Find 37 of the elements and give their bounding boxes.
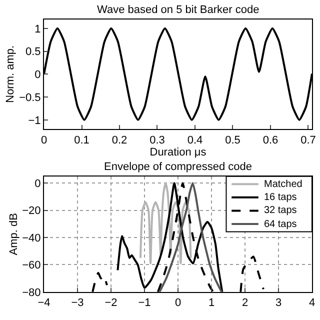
chart-title: Envelope of compressed code bbox=[104, 161, 252, 173]
y-tick-label: −0.5 bbox=[19, 92, 41, 104]
x-tick-label: 2 bbox=[242, 297, 248, 310]
x-tick-label: 0.5 bbox=[225, 134, 240, 146]
chart-title: Wave based on 5 bit Barker code bbox=[97, 4, 260, 16]
y-tick-label: −40 bbox=[22, 232, 41, 244]
x-tick-label: −2 bbox=[104, 297, 118, 310]
y-axis-title: Norm. amp. bbox=[4, 45, 17, 103]
legend-label: Matched bbox=[264, 179, 302, 190]
y-tick-label: −60 bbox=[22, 260, 41, 272]
y-tick-label: −80 bbox=[22, 286, 41, 299]
x-tick-label: 1 bbox=[208, 297, 215, 310]
legend-label: 16 taps bbox=[264, 192, 297, 203]
x-tick-label: −4 bbox=[38, 297, 50, 310]
line-series bbox=[139, 182, 192, 264]
x-tick-label: 0.4 bbox=[187, 134, 203, 146]
x-tick-label: 4 bbox=[308, 297, 316, 310]
x-axis-title: Duration μs bbox=[150, 146, 207, 158]
x-tick-label: −1 bbox=[138, 297, 151, 310]
y-tick-label: 0 bbox=[34, 69, 41, 81]
x-tick-label: 0.2 bbox=[112, 134, 128, 146]
y-tick-label: 1 bbox=[34, 23, 41, 36]
line-series bbox=[158, 182, 223, 292]
x-tick-label: 0.7 bbox=[300, 134, 316, 146]
y-tick-label: −1 bbox=[28, 114, 41, 127]
y-tick-label: 0.5 bbox=[26, 46, 41, 58]
y-axis-title: Amp. dB bbox=[8, 213, 20, 256]
y-tick-label: 0 bbox=[34, 178, 41, 190]
x-tick-label: 0.1 bbox=[74, 134, 90, 146]
x-tick-label: 0.6 bbox=[262, 134, 278, 146]
legend-label: 64 taps bbox=[264, 219, 297, 230]
x-tick-label: 0.3 bbox=[150, 134, 165, 146]
y-tick-label: −20 bbox=[22, 205, 41, 218]
x-tick-label: 0 bbox=[174, 297, 182, 310]
x-tick-label: 3 bbox=[275, 297, 282, 310]
x-tick-label: −3 bbox=[71, 297, 84, 310]
legend-label: 32 taps bbox=[264, 205, 297, 216]
